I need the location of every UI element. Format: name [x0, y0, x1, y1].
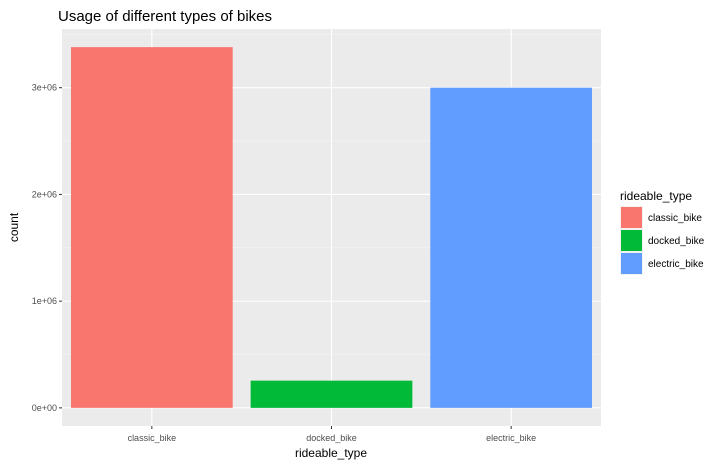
x-tick-label: classic_bike [128, 433, 177, 443]
y-tick-label: 1e+06 [32, 296, 57, 306]
y-axis-title: count [7, 212, 21, 242]
bar-classic-bike [70, 47, 233, 408]
x-axis-ticks: classic_bike docked_bike electric_bike [128, 426, 536, 443]
legend-label: electric_bike [648, 259, 704, 270]
legend-title: rideable_type [620, 189, 692, 203]
legend-label: docked_bike [648, 236, 705, 247]
chart-title: Usage of different types of bikes [58, 8, 272, 25]
bar-electric-bike [430, 87, 593, 408]
y-tick-label: 3e+06 [32, 83, 57, 93]
legend-label: classic_bike [648, 213, 702, 224]
legend-swatch-docked-bike [621, 230, 642, 251]
y-axis-ticks: 0e+00 1e+06 2e+06 3e+06 [32, 83, 62, 413]
x-tick-label: docked_bike [306, 433, 357, 443]
legend: rideable_type classic_bike docked_bikeele… [620, 189, 705, 275]
y-tick-label: 2e+06 [32, 189, 57, 199]
bars [70, 47, 593, 408]
legend-swatch-electric-bike [621, 253, 642, 274]
x-tick-label: electric_bike [486, 433, 536, 443]
x-axis-title: rideable_type [295, 446, 367, 460]
y-tick-label: 0e+00 [32, 403, 57, 413]
bar-docked-bike [250, 380, 413, 408]
legend-swatch-classic-bike [621, 207, 642, 228]
